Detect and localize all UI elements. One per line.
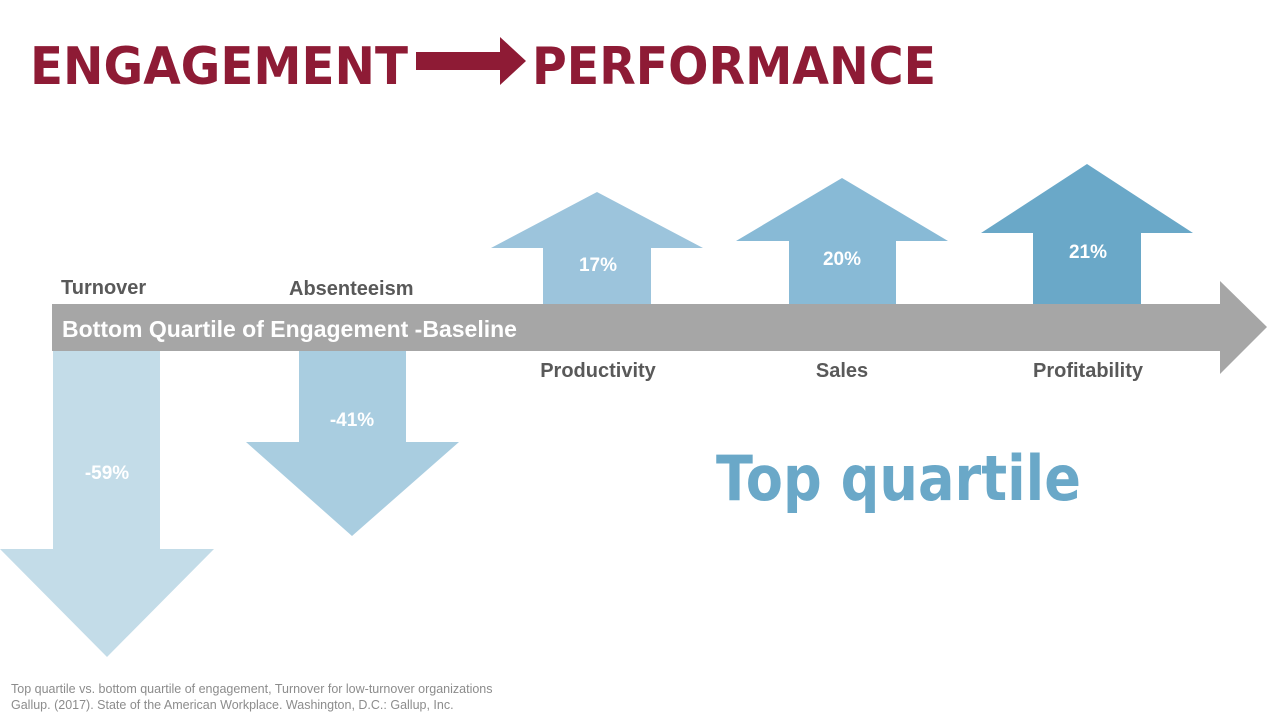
profitability-up-arrow [981,164,1193,310]
absenteeism-down-arrow [246,345,459,536]
metric-label-sales: Sales [816,360,868,382]
metric-label-absenteeism: Absenteeism [289,278,414,300]
productivity-up-arrow [491,192,703,310]
baseline-arrow [52,281,1267,374]
metric-value-absenteeism: -41% [330,410,374,431]
metric-value-sales: 20% [823,249,861,270]
metric-value-turnover: -59% [85,463,129,484]
top-quartile-label: Top quartile [716,442,1081,515]
baseline-label: Bottom Quartile of Engagement -Baseline [62,316,517,342]
metric-label-profitability: Profitability [1033,360,1144,382]
metric-value-productivity: 17% [579,255,617,276]
metric-label-productivity: Productivity [540,360,656,382]
title-engagement: ENGAGEMENT [30,37,408,97]
turnover-down-arrow [0,345,214,657]
sales-up-arrow [736,178,948,310]
title-performance: PERFORMANCE [532,37,936,97]
metric-value-profitability: 21% [1069,242,1107,263]
metric-label-turnover: Turnover [61,277,146,299]
right-arrow-icon [416,37,526,85]
footnote-line-1: Top quartile vs. bottom quartile of enga… [11,682,493,696]
footnote-line-2: Gallup. (2017). State of the American Wo… [11,698,454,712]
